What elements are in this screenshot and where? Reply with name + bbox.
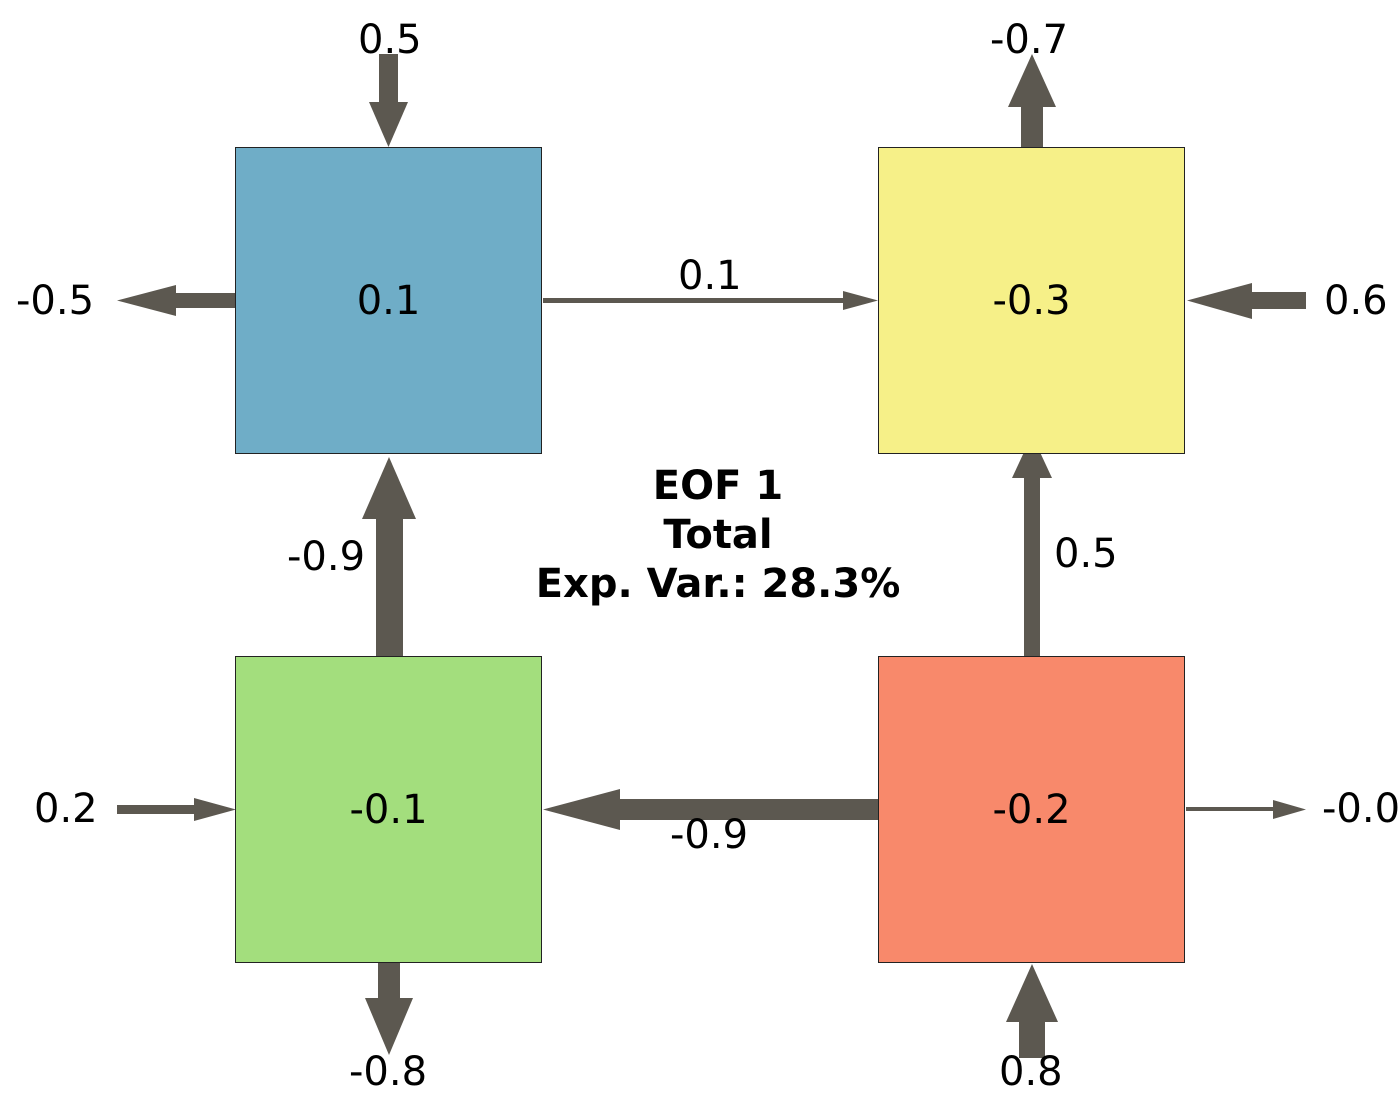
- box-bottom-left-value: -0.1: [349, 786, 428, 833]
- arrow-br-bottom-in: [1006, 964, 1058, 1058]
- arrow-bl-bottom-out: [365, 962, 413, 1055]
- box-top-left-value: 0.1: [356, 277, 421, 324]
- box-bottom-left: -0.1: [235, 656, 542, 963]
- box-bottom-right-value: -0.2: [992, 786, 1071, 833]
- arrow-tl-left-out: [117, 285, 236, 316]
- arrow-br-to-tr: [1012, 435, 1052, 657]
- label-br-to-bl: -0.9: [670, 812, 749, 858]
- diagram-title: EOF 1 Total Exp. Var.: 28.3%: [518, 462, 918, 609]
- label-tr-right-in: 0.6: [1324, 278, 1388, 324]
- box-top-left: 0.1: [235, 147, 542, 454]
- arrow-bl-to-tl: [362, 457, 416, 657]
- label-bl-left-in: 0.2: [34, 786, 98, 832]
- arrow-tr-right-in: [1187, 283, 1306, 319]
- box-bottom-right: -0.2: [878, 656, 1185, 963]
- label-tl-left-out: -0.5: [16, 278, 95, 324]
- arrow-tr-top-out: [1008, 54, 1056, 147]
- arrow-tl-to-tr: [543, 291, 878, 310]
- arrow-bl-left-in: [117, 798, 236, 821]
- box-top-right-value: -0.3: [992, 277, 1071, 324]
- title-line-3: Exp. Var.: 28.3%: [535, 561, 901, 607]
- arrow-br-right-out: [1186, 800, 1306, 819]
- box-top-right: -0.3: [878, 147, 1185, 454]
- label-tl-top-in: 0.5: [358, 17, 422, 63]
- label-bl-bottom-out: -0.8: [349, 1049, 428, 1095]
- title-line-1: EOF 1: [652, 463, 784, 509]
- label-br-bottom-in: 0.8: [999, 1049, 1063, 1095]
- arrow-tl-top-in: [369, 54, 408, 147]
- label-br-right-out: -0.0: [1322, 786, 1400, 832]
- label-br-to-tr: 0.5: [1054, 531, 1118, 577]
- label-bl-to-tl: -0.9: [287, 534, 366, 580]
- arrow-br-to-bl: [543, 789, 878, 830]
- label-tl-to-tr: 0.1: [678, 253, 742, 299]
- label-tr-top-out: -0.7: [990, 17, 1069, 63]
- title-line-2: Total: [663, 512, 773, 558]
